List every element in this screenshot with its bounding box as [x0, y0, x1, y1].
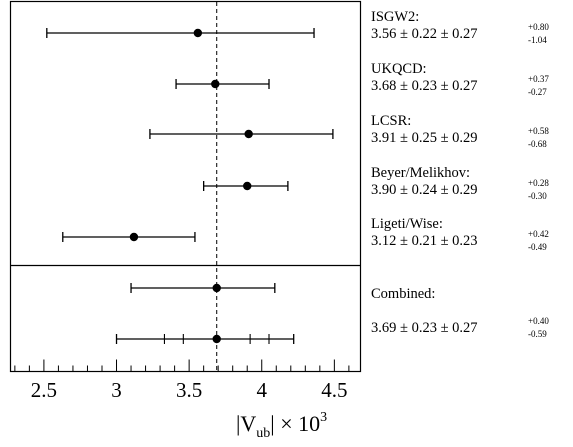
result-2-name: LCSR: — [371, 113, 411, 129]
x-tick-label: 2.5 — [31, 378, 57, 402]
result-1-name: UKQCD: — [371, 61, 427, 77]
result-4-uncert-up: +0.42 — [528, 229, 549, 239]
result-3-uncert-up: +0.28 — [528, 178, 549, 188]
result-0-name: ISGW2: — [371, 9, 419, 25]
result-3-value: 3.90 ± 0.24 ± 0.29 — [371, 182, 478, 198]
x-axis-title: |Vub| × 103 — [236, 410, 327, 441]
result-2-uncert-down: -0.68 — [528, 139, 547, 149]
combined-value: 3.69 ± 0.23 ± 0.27 — [371, 320, 478, 336]
result-4-value: 3.12 ± 0.21 ± 0.23 — [371, 233, 478, 249]
result-labels: ISGW2:3.56 ± 0.22 ± 0.27 +0.80 -1.04 UKQCD:… — [371, 9, 549, 339]
combined-point-0 — [212, 283, 221, 293]
result-2-uncert-up: +0.58 — [528, 126, 549, 136]
result-4-uncert-down: -0.49 — [528, 242, 547, 252]
plot-frame — [9, 0, 362, 373]
result-0-uncert-up: +0.80 — [528, 22, 549, 32]
x-tick-label: 4 — [256, 378, 267, 402]
x-tick-label: 3 — [111, 378, 122, 402]
result-point-0 — [193, 28, 203, 38]
result-3-uncert-down: -0.30 — [528, 191, 547, 201]
x-axis-title-mid: | × 10 — [270, 411, 320, 436]
result-2-value: 3.91 ± 0.25 ± 0.29 — [371, 130, 478, 146]
combined-uncert-up: +0.40 — [528, 316, 549, 326]
result-point-4 — [129, 232, 139, 242]
x-tick-label: 3.5 — [176, 378, 202, 402]
x-tick-label: 4.5 — [321, 378, 347, 402]
result-point-2 — [244, 129, 253, 139]
x-axis-title-sub: ub — [256, 426, 270, 441]
chart-marks — [46, 28, 334, 344]
result-1-uncert-up: +0.37 — [528, 74, 549, 84]
combined-point-1 — [212, 334, 221, 344]
x-axis-title-main: |V — [236, 411, 256, 436]
result-0-value: 3.56 ± 0.22 ± 0.27 — [371, 26, 478, 42]
combined-uncert-down: -0.59 — [528, 329, 547, 339]
result-point-1 — [211, 79, 220, 89]
result-4-name: Ligeti/Wise: — [371, 216, 443, 232]
result-point-3 — [243, 181, 252, 191]
result-3-name: Beyer/Melikhov: — [371, 165, 470, 181]
result-1-value: 3.68 ± 0.23 ± 0.27 — [371, 78, 478, 94]
result-1-uncert-down: -0.27 — [528, 87, 547, 97]
x-axis-title-sup: 3 — [320, 410, 327, 425]
x-axis: 2.5 3 3.5 4 4.5 — [14, 359, 350, 402]
result-0-uncert-down: -1.04 — [528, 35, 547, 45]
combined-name: Combined: — [371, 286, 435, 302]
